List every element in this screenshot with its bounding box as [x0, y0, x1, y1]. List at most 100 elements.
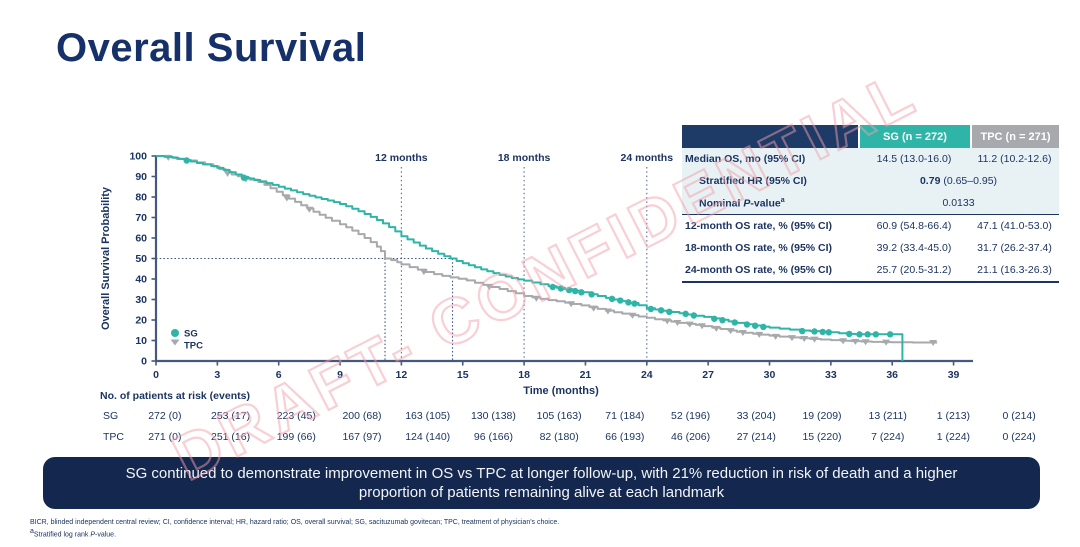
results-table-header-sg: SG (n = 272)	[860, 125, 970, 148]
risk-row-label-sg: SG	[103, 410, 119, 422]
risk-count: 52 (196)	[671, 410, 711, 422]
results-table: SG (n = 272) TPC (n = 271) Median OS, mo (…	[682, 125, 1059, 283]
svg-text:10: 10	[135, 335, 147, 347]
risk-row-tpc-values: 271 (0) 251 (16) 199 (66) 167 (97) 124 (140)…	[132, 431, 1052, 443]
legend-sg-marker	[171, 329, 179, 337]
km-survival-chart: 12 months 18 months 24 months0102030405060…	[100, 151, 973, 397]
svg-text:21: 21	[580, 369, 592, 381]
svg-text:27: 27	[702, 369, 714, 381]
svg-text:24: 24	[641, 369, 653, 381]
results-row-label: Nominal P-valuea	[699, 196, 785, 210]
landmark-lines: 12 months 18 months 24 months	[375, 152, 673, 361]
svg-text:12 months: 12 months	[375, 152, 428, 164]
risk-count: 27 (214)	[736, 431, 776, 443]
svg-text:15: 15	[457, 369, 469, 381]
results-value-tpc: 21.1 (16.3-26.3)	[977, 264, 1052, 276]
footnote-abbreviations: BICR, blinded independent central review…	[30, 519, 560, 526]
results-row-label: Median OS, mo (95% CI)	[685, 153, 806, 165]
risk-count: 33 (204)	[736, 410, 776, 422]
results-value-tpc: 47.1 (41.0-53.0)	[977, 220, 1052, 232]
results-value-sg: 14.5 (13.0-16.0)	[876, 153, 952, 165]
risk-count: 96 (166)	[473, 431, 513, 443]
svg-text:100: 100	[129, 151, 147, 163]
results-value-sg: 39.2 (33.4-45.0)	[876, 242, 952, 254]
results-value-sg: 25.7 (20.5-31.2)	[876, 264, 952, 276]
results-table-row: 24-month OS rate, % (95% CI) 25.7 (20.5-3…	[682, 259, 1059, 283]
footnote-pvalue: aStratified log rank P-value.	[30, 528, 117, 539]
summary-banner: SG continued to demonstrate improvement …	[43, 457, 1040, 509]
risk-count: 15 (220)	[802, 431, 842, 443]
y-axis-label: Overall Survival Probability	[100, 186, 112, 330]
results-row-span-value: 0.79 (0.65–0.95)	[919, 175, 998, 187]
svg-text:3: 3	[214, 369, 220, 381]
risk-table-heading: No. of patients at risk (events)	[100, 390, 250, 402]
results-value-tpc: 11.2 (10.2-12.6)	[977, 153, 1052, 165]
svg-text:39: 39	[948, 369, 960, 381]
risk-row-sg-values: 272 (0) 253 (17) 223 (45) 200 (68) 163 (105)…	[132, 410, 1052, 422]
risk-count: 66 (193)	[605, 431, 645, 443]
results-row-label: 24-month OS rate, % (95% CI)	[685, 264, 833, 276]
results-row-label: Stratified HR (95% CI)	[699, 175, 807, 187]
risk-count: 163 (105)	[405, 410, 451, 422]
results-value-tpc: 31.7 (26.2-37.4)	[977, 242, 1052, 254]
risk-count: 0 (214)	[1002, 410, 1036, 422]
risk-count: 253 (17)	[211, 410, 251, 422]
svg-text:36: 36	[886, 369, 898, 381]
svg-text:30: 30	[764, 369, 776, 381]
svg-text:60: 60	[135, 233, 147, 245]
risk-count: 223 (45)	[276, 410, 316, 422]
results-value-sg: 60.9 (54.8-66.4)	[876, 220, 952, 232]
results-table-row: 12-month OS rate, % (95% CI) 60.9 (54.8-6…	[682, 215, 1059, 237]
svg-text:80: 80	[135, 192, 147, 204]
risk-count: 82 (180)	[539, 431, 579, 443]
risk-count: 272 (0)	[148, 410, 182, 422]
svg-text:50: 50	[135, 253, 147, 265]
results-row-label: 12-month OS rate, % (95% CI)	[685, 220, 833, 232]
results-row-span-value: 0.0133	[942, 197, 975, 209]
svg-text:12: 12	[396, 369, 408, 381]
svg-text:70: 70	[135, 212, 147, 224]
svg-text:40: 40	[135, 274, 147, 286]
risk-count: 251 (16)	[211, 431, 251, 443]
results-table-header: SG (n = 272) TPC (n = 271)	[682, 125, 1059, 148]
svg-text:0: 0	[153, 369, 159, 381]
svg-text:20: 20	[135, 315, 147, 327]
page-title: Overall Survival	[56, 26, 367, 70]
risk-count: 124 (140)	[405, 431, 451, 443]
results-table-row: 18-month OS rate, % (95% CI) 39.2 (33.4-4…	[682, 237, 1059, 259]
risk-count: 271 (0)	[148, 431, 182, 443]
risk-count: 1 (224)	[936, 431, 971, 443]
results-table-row: Median OS, mo (95% CI) 14.5 (13.0-16.0) 11…	[682, 148, 1059, 170]
svg-text:33: 33	[825, 369, 837, 381]
svg-text:18 months: 18 months	[498, 152, 551, 164]
risk-count: 7 (224)	[871, 431, 905, 443]
svg-text:30: 30	[135, 294, 147, 306]
results-table-row: Stratified HR (95% CI) 0.79 (0.65–0.95)	[682, 170, 1059, 192]
censor-marks-tpc	[164, 154, 938, 347]
results-table-header-blank	[682, 125, 858, 148]
svg-text:TPC: TPC	[184, 341, 203, 352]
footnotes: BICR, blinded independent central review…	[30, 518, 559, 539]
risk-count: 200 (68)	[342, 410, 382, 422]
risk-count: 130 (138)	[470, 410, 516, 422]
svg-text:9: 9	[337, 369, 343, 381]
risk-count: 199 (66)	[276, 431, 316, 443]
summary-banner-line1: SG continued to demonstrate improvement …	[125, 465, 958, 482]
legend-tpc-marker	[170, 339, 180, 346]
x-axis-label: Time (months)	[523, 385, 599, 397]
svg-text:6: 6	[276, 369, 282, 381]
results-table-header-tpc: TPC (n = 271)	[972, 125, 1059, 148]
median-reference-lines	[156, 257, 454, 361]
risk-count: 46 (206)	[671, 431, 711, 443]
censor-marks-sg	[183, 157, 894, 338]
svg-text:0: 0	[141, 356, 147, 368]
risk-count: 105 (163)	[536, 410, 582, 422]
risk-count: 71 (184)	[605, 410, 645, 422]
svg-text:SG: SG	[184, 329, 198, 340]
results-row-label: 18-month OS rate, % (95% CI)	[685, 242, 833, 254]
risk-count: 19 (209)	[802, 410, 842, 422]
svg-text:24 months: 24 months	[621, 152, 674, 164]
